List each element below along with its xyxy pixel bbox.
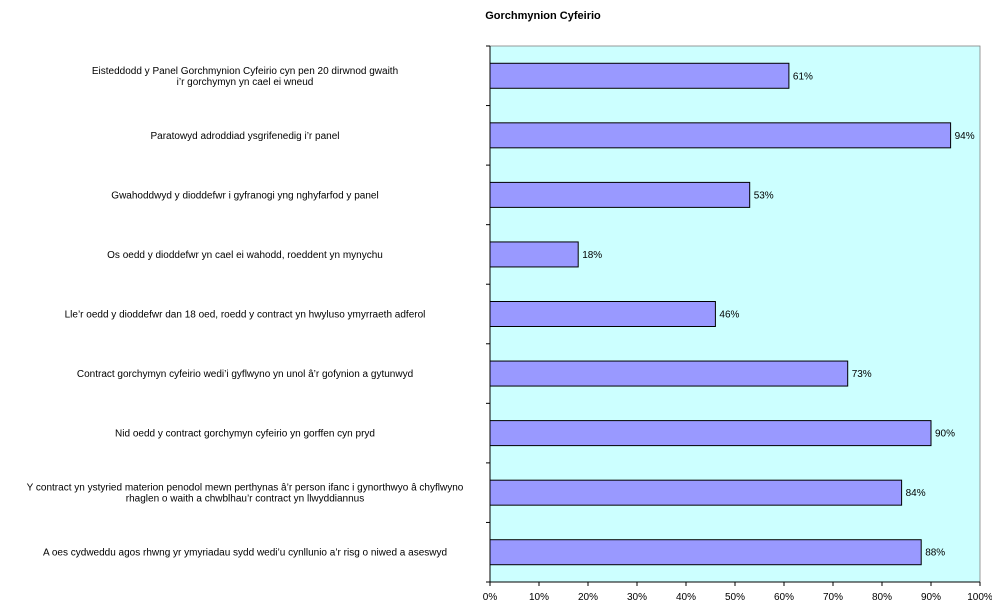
x-tick-label: 50%	[725, 592, 745, 603]
bar-7	[489, 420, 932, 447]
x-tick-label: 80%	[872, 592, 892, 603]
bar-2	[489, 122, 952, 149]
category-label-5: Lle’r oedd y dioddefwr dan 18 oed, roedd…	[65, 310, 426, 321]
bar-4	[489, 241, 579, 268]
x-tick-label: 20%	[578, 592, 598, 603]
data-label-8: 84%	[906, 488, 926, 499]
category-label-2: Paratowyd adroddiad ysgrifenedig i’r pan…	[150, 131, 339, 142]
bar-5	[489, 301, 716, 327]
data-label-5: 46%	[719, 310, 739, 321]
x-tick-label: 70%	[823, 592, 843, 603]
data-label-2: 94%	[955, 131, 975, 142]
x-tick-label: 0%	[483, 592, 498, 603]
category-label-1: Eisteddodd y Panel Gorchmynion Cyfeirio …	[92, 66, 398, 88]
bar-6	[489, 360, 849, 387]
data-label-9: 88%	[925, 548, 945, 559]
data-label-6: 73%	[852, 369, 872, 380]
data-label-4: 18%	[582, 250, 602, 261]
x-tick-label: 60%	[774, 592, 794, 603]
bar-9	[489, 539, 922, 566]
bar-8	[489, 479, 903, 506]
x-tick-label: 40%	[676, 592, 696, 603]
bar-3	[489, 181, 751, 208]
category-label-7: Nid oedd y contract gorchymyn cyfeirio y…	[115, 429, 375, 440]
category-label-6: Contract gorchymyn cyfeirio wedi’i gyflw…	[77, 369, 413, 380]
category-label-3: Gwahoddwyd y dioddefwr i gyfranogi yng n…	[111, 190, 378, 201]
category-label-8: Y contract yn ystyried materion penodol …	[27, 483, 464, 505]
x-tick-label: 10%	[529, 592, 549, 603]
x-tick-label: 100%	[967, 592, 992, 603]
data-label-1: 61%	[793, 71, 813, 82]
x-tick-label: 30%	[627, 592, 647, 603]
category-label-9: A oes cydweddu agos rhwng yr ymyriadau s…	[43, 548, 447, 559]
bar-1	[489, 62, 790, 89]
data-label-3: 53%	[754, 190, 774, 201]
chart-title: Gorchmynion Cyfeirio	[485, 10, 601, 22]
data-label-7: 90%	[935, 429, 955, 440]
category-label-4: Os oedd y dioddefwr yn cael ei wahodd, r…	[107, 250, 383, 261]
x-tick-label: 90%	[921, 592, 941, 603]
